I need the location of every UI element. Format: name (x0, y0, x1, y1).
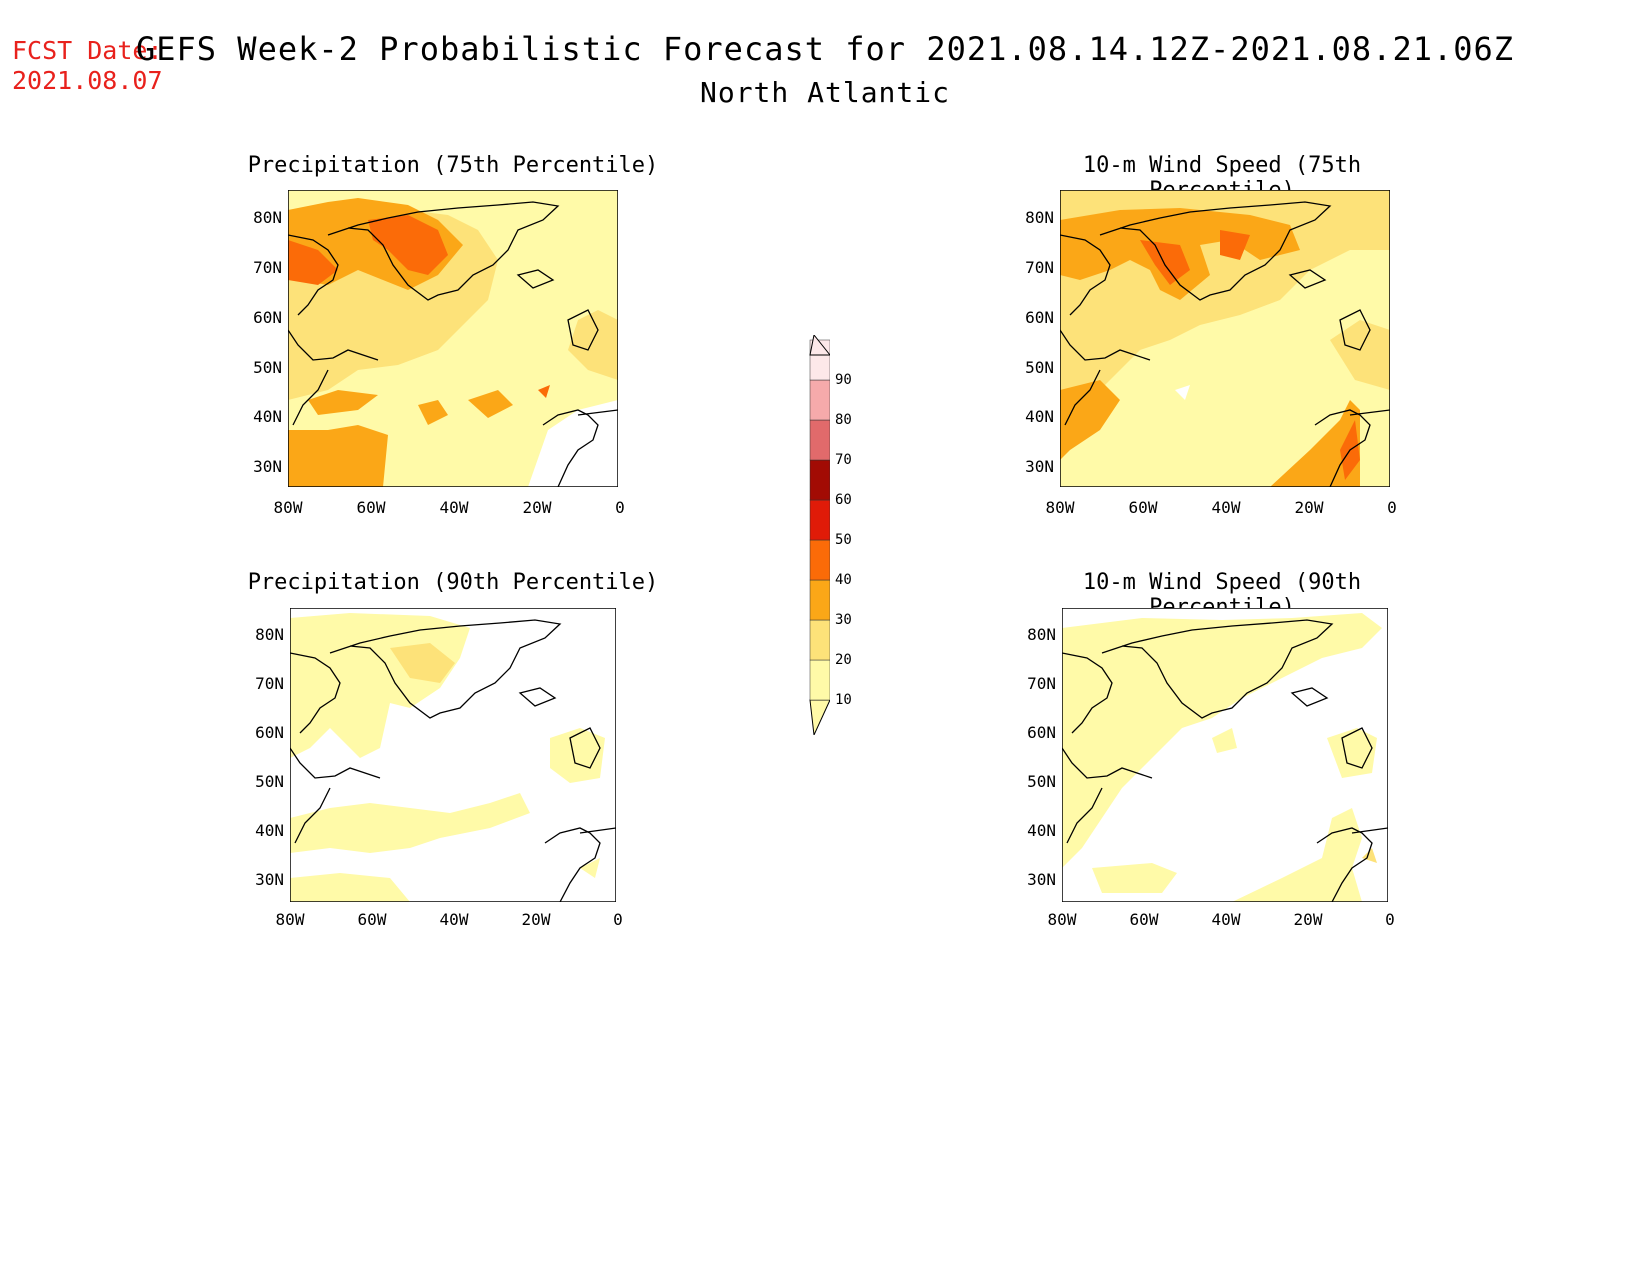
colorbar-label: 90 (835, 372, 852, 388)
lon-label: 40W (1211, 498, 1241, 517)
colorbar-label: 40 (835, 572, 852, 588)
lon-label: 80W (1045, 498, 1075, 517)
lat-label: 40N (253, 407, 282, 426)
lat-label: 50N (1027, 772, 1056, 791)
colorbar-swatch (809, 499, 830, 541)
lat-label: 30N (255, 870, 284, 889)
lat-label: 30N (1027, 870, 1056, 889)
lon-label: 20W (522, 498, 552, 517)
lon-label: 60W (1128, 498, 1158, 517)
lat-label: 50N (253, 358, 282, 377)
lat-label: 70N (253, 258, 282, 277)
colorbar-label: 80 (835, 412, 852, 428)
lon-label: 60W (357, 910, 387, 929)
lon-label: 60W (1129, 910, 1159, 929)
lat-label: 70N (1027, 674, 1056, 693)
lat-label: 30N (1025, 457, 1054, 476)
lat-label: 80N (255, 625, 284, 644)
colorbar (809, 335, 830, 735)
panel-title-precip-75: Precipitation (75th Percentile) (247, 153, 659, 178)
colorbar-swatch (809, 659, 830, 701)
colorbar-tail-bottom (809, 699, 830, 735)
colorbar-label: 60 (835, 492, 852, 508)
lat-label: 60N (1027, 723, 1056, 742)
map-wind-75 (1060, 190, 1390, 487)
forecast-date: FCST Date: 2021.08.07 (12, 36, 163, 96)
colorbar-tail-top (809, 335, 830, 356)
lat-label: 50N (1025, 358, 1054, 377)
colorbar-label: 30 (835, 612, 852, 628)
lat-label: 80N (253, 208, 282, 227)
lat-label: 70N (255, 674, 284, 693)
lat-label: 80N (1027, 625, 1056, 644)
panel-title-precip-90: Precipitation (90th Percentile) (247, 570, 659, 595)
figure-title: GEFS Week-2 Probabilistic Forecast for 2… (135, 30, 1515, 68)
lat-label: 60N (1025, 308, 1054, 327)
colorbar-label: 20 (835, 652, 852, 668)
lon-label: 40W (439, 498, 469, 517)
lon-label: 40W (439, 910, 469, 929)
lat-label: 40N (255, 821, 284, 840)
lat-label: 40N (1027, 821, 1056, 840)
map-wind-90 (1062, 608, 1388, 902)
figure-subtitle: North Atlantic (699, 76, 950, 109)
lon-label: 0 (1387, 498, 1397, 517)
map-precip-90 (290, 608, 616, 902)
colorbar-swatch (809, 419, 830, 461)
forecast-date-value: 2021.08.07 (12, 66, 163, 95)
colorbar-label: 10 (835, 692, 852, 708)
lon-label: 20W (1294, 498, 1324, 517)
lat-label: 70N (1025, 258, 1054, 277)
lat-label: 80N (1025, 208, 1054, 227)
lon-label: 80W (275, 910, 305, 929)
lat-label: 60N (255, 723, 284, 742)
lon-label: 20W (1293, 910, 1323, 929)
lon-label: 0 (1385, 910, 1395, 929)
lon-label: 60W (356, 498, 386, 517)
lon-label: 0 (615, 498, 625, 517)
colorbar-swatch (809, 539, 830, 581)
colorbar-swatch (809, 459, 830, 501)
lon-label: 20W (521, 910, 551, 929)
forecast-date-label: FCST Date: (12, 36, 163, 65)
map-precip-75 (288, 190, 618, 487)
lat-label: 50N (255, 772, 284, 791)
lat-label: 30N (253, 457, 282, 476)
lon-label: 40W (1211, 910, 1241, 929)
lon-label: 80W (1047, 910, 1077, 929)
lon-label: 0 (613, 910, 623, 929)
colorbar-swatch (809, 579, 830, 621)
lat-label: 40N (1025, 407, 1054, 426)
colorbar-swatch (809, 379, 830, 421)
colorbar-label: 50 (835, 532, 852, 548)
lat-label: 60N (253, 308, 282, 327)
colorbar-swatch (809, 619, 830, 661)
colorbar-label: 70 (835, 452, 852, 468)
lon-label: 80W (273, 498, 303, 517)
